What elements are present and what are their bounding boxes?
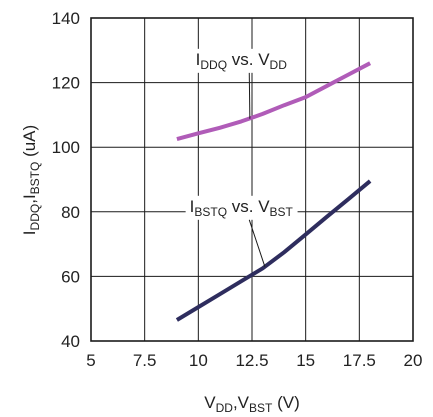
y-axis-title: IDDQ,IBSTQ (uA) bbox=[20, 125, 42, 235]
x-axis-title: VDD,VBST (V) bbox=[204, 393, 299, 415]
x-tick-label: 17.5 bbox=[343, 351, 376, 370]
y-axis-title-part: BSTQ bbox=[28, 162, 42, 195]
y-axis-title-part: I bbox=[20, 230, 39, 235]
x-axis-title-part: V bbox=[204, 393, 216, 412]
x-tick-label: 7.5 bbox=[133, 351, 157, 370]
x-axis-title-part: DD bbox=[216, 401, 234, 415]
y-axis-title-part: DDQ bbox=[28, 204, 42, 231]
x-tick-label: 5 bbox=[86, 351, 95, 370]
plot-frame bbox=[90, 17, 414, 342]
series-lines bbox=[175, 61, 372, 322]
ibstq-annotation-leader-line bbox=[248, 219, 266, 267]
x-tick-label: 20 bbox=[404, 351, 423, 370]
iddq-annotation-leader-line bbox=[248, 72, 251, 119]
x-axis-title-part: ,V bbox=[233, 393, 250, 412]
iddq-annotation-background bbox=[191, 48, 292, 73]
x-tick-label: 12.5 bbox=[235, 351, 268, 370]
y-axis-title-part: (uA) bbox=[20, 125, 39, 162]
iddq-series-line bbox=[176, 61, 372, 142]
x-axis-title-part: (V) bbox=[272, 393, 299, 412]
ibstq-annotation-label-part: I bbox=[190, 197, 195, 216]
ibstq-annotation-label: IBSTQ vs. VBST bbox=[190, 197, 294, 219]
y-tick-label: 40 bbox=[61, 332, 80, 351]
ibstq-annotation-label-part: BST bbox=[270, 205, 294, 219]
y-tick-label: 60 bbox=[61, 267, 80, 286]
y-tick-label: 140 bbox=[52, 9, 80, 28]
y-tick-labels: 40 60 80 100 120 140 bbox=[52, 9, 80, 351]
x-tick-labels: 5 7.5 10 12.5 15 17.5 20 bbox=[86, 351, 422, 370]
ibstq-annotation-label-part: vs. V bbox=[227, 197, 270, 216]
x-tick-label: 10 bbox=[189, 351, 208, 370]
ibstq-series-line bbox=[175, 179, 372, 322]
iddq-annotation-label-part: vs. V bbox=[227, 50, 270, 69]
y-tick-label: 120 bbox=[52, 74, 80, 93]
x-axis-title-part: BST bbox=[249, 401, 273, 415]
iddq-annotation-label-part: DD bbox=[270, 58, 288, 72]
iddq-annotation-label: IDDQ vs. VDD bbox=[196, 50, 288, 72]
iddq-annotation-label-part: DDQ bbox=[200, 58, 227, 72]
y-tick-label: 80 bbox=[61, 203, 80, 222]
y-axis-title-part: ,I bbox=[20, 194, 39, 203]
x-tick-label: 15 bbox=[296, 351, 315, 370]
iddq-annotation-label-part: I bbox=[196, 50, 201, 69]
ibstq-annotation-background bbox=[185, 195, 298, 220]
ibstq-annotation-label-part: BSTQ bbox=[194, 205, 227, 219]
y-tick-label: 100 bbox=[52, 138, 80, 157]
